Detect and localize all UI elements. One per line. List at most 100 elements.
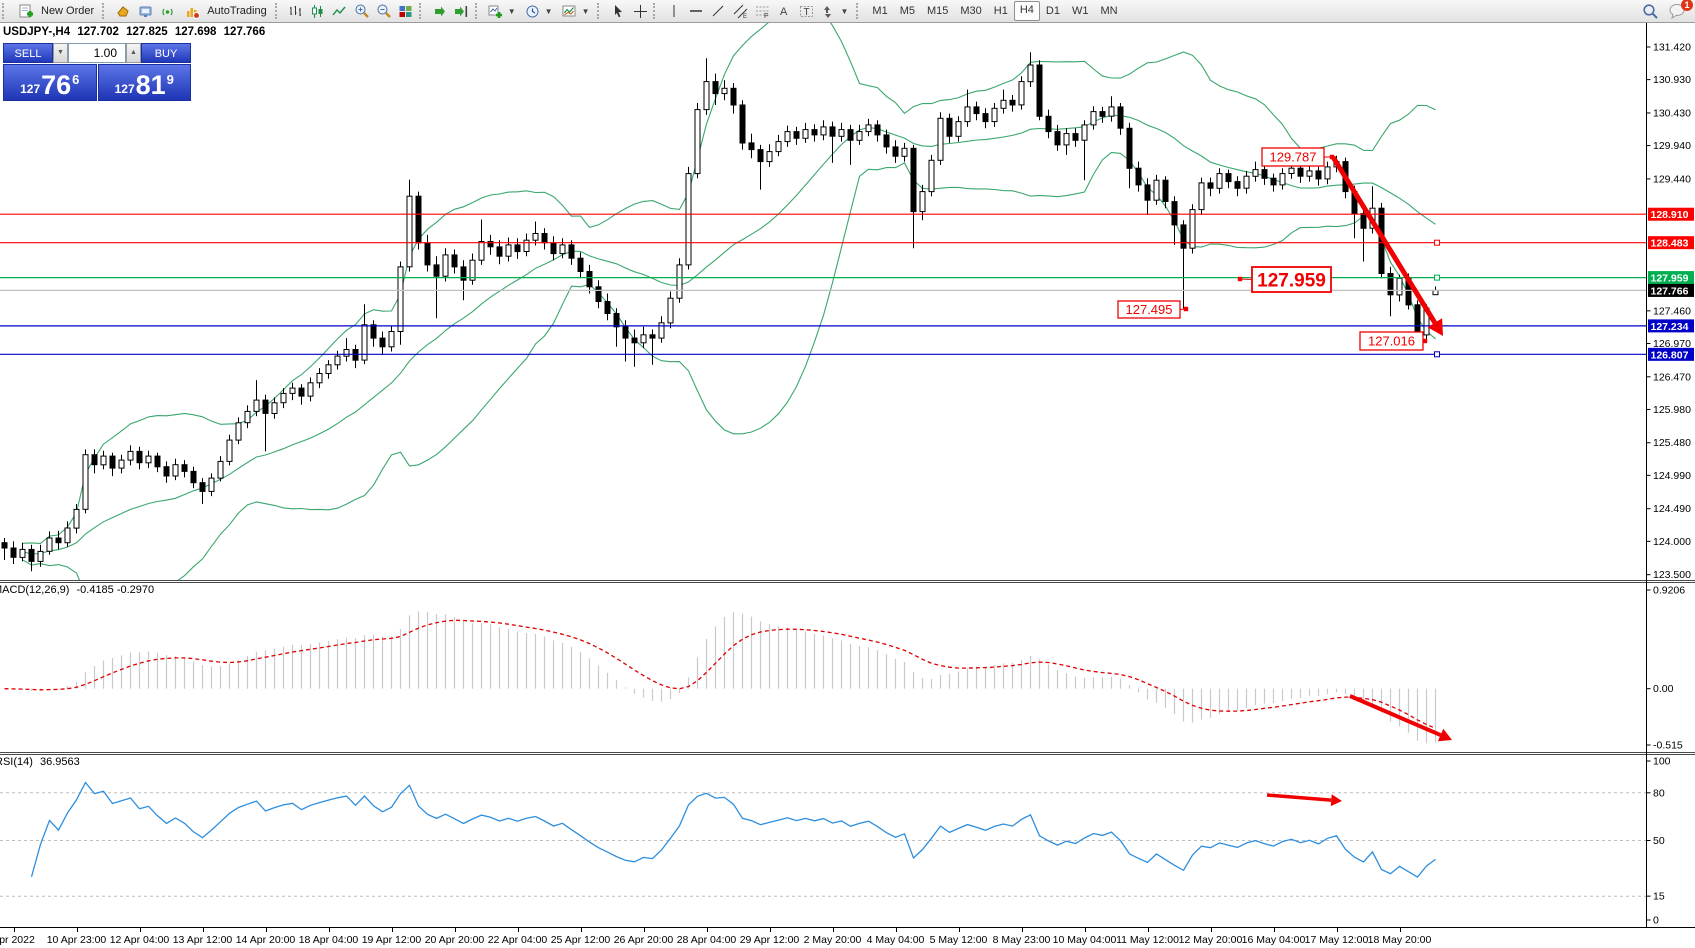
tile-windows-icon[interactable] xyxy=(395,1,417,21)
time-label: 2 May 20:00 xyxy=(803,934,862,946)
toolbar-grip[interactable] xyxy=(474,3,482,19)
macd-values: -0.4185 -0.2970 xyxy=(76,584,155,596)
zoom-in-icon[interactable] xyxy=(351,1,373,21)
bar-chart-icon[interactable] xyxy=(285,1,307,21)
time-label: 10 Apr 23:00 xyxy=(46,934,107,946)
timeframe-button-w1[interactable]: W1 xyxy=(1071,5,1089,17)
time-tick xyxy=(1336,928,1338,932)
toolbar-grip[interactable] xyxy=(418,3,426,19)
rsi-panel[interactable]: 100 80 50 15 0 xyxy=(0,752,1695,927)
volume-increase-button[interactable]: ▲ xyxy=(126,43,141,63)
timeframe-switcher: M1 M5 M15 M30 H1 H4 D1 W1 MN xyxy=(866,1,1123,21)
sell-button[interactable]: SELL xyxy=(3,43,53,63)
svg-text:-0.515: -0.515 xyxy=(1653,740,1683,752)
volume-input[interactable]: 1.00 xyxy=(68,43,126,63)
toolbar-grip[interactable] xyxy=(856,3,863,19)
toolbar-grip[interactable] xyxy=(102,3,109,19)
svg-text:124.490: 124.490 xyxy=(1653,503,1691,515)
search-button[interactable] xyxy=(1642,3,1659,20)
community-icon[interactable] xyxy=(134,1,156,21)
svg-text:0.9206: 0.9206 xyxy=(1653,585,1685,597)
symbol-period: USDJPY-,H4 xyxy=(3,26,71,38)
autotrading-label: AutoTrading xyxy=(207,5,267,17)
time-tick xyxy=(832,928,834,932)
new-order-button[interactable]: New Order xyxy=(12,1,100,21)
line-chart-icon[interactable] xyxy=(329,1,351,21)
svg-text:124.000: 124.000 xyxy=(1653,536,1691,548)
autotrading-button[interactable]: AutoTrading xyxy=(178,1,273,21)
timeframe-button-m15[interactable]: M15 xyxy=(926,5,949,17)
timeframe-button-h4[interactable]: H4 xyxy=(1013,1,1040,21)
timeframe-button-h1[interactable]: H1 xyxy=(993,5,1008,17)
vertical-line-icon[interactable] xyxy=(663,1,685,21)
fibonacci-icon[interactable]: F xyxy=(751,1,773,21)
templates-dropdown[interactable]: ▼ xyxy=(559,1,596,21)
one-click-trading-panel: SELL ▼ 1.00 ▲ BUY 127 76 6 127 81 9 xyxy=(3,43,191,101)
svg-text:0: 0 xyxy=(1653,915,1659,927)
chat-button[interactable]: 1 xyxy=(1669,0,1693,19)
chevron-down-icon: ▼ xyxy=(507,6,516,16)
annotations: 129.787 127.959 127.495 127.016 xyxy=(1117,147,1428,351)
time-label: 19 Apr 12:00 xyxy=(361,934,422,946)
crosshair-icon[interactable] xyxy=(629,1,651,21)
ask-main: 81 xyxy=(135,70,166,100)
timeframe-button-d1[interactable]: D1 xyxy=(1045,5,1060,17)
ohlc-low: 127.698 xyxy=(174,26,217,38)
market-watch-icon[interactable] xyxy=(112,1,134,21)
trendline-icon[interactable] xyxy=(707,1,729,21)
text-icon[interactable]: A xyxy=(773,1,795,21)
ask-price[interactable]: 127 81 9 xyxy=(97,64,191,101)
svg-text:129.787: 129.787 xyxy=(1270,150,1317,165)
horizontal-line-icon[interactable] xyxy=(685,1,707,21)
candles-layer xyxy=(1,52,1439,572)
volume-decrease-button[interactable]: ▼ xyxy=(53,43,68,63)
timeframe-button-m30[interactable]: M30 xyxy=(960,5,982,17)
rsi-line xyxy=(30,781,1436,878)
bid-price[interactable]: 127 76 6 xyxy=(3,64,97,101)
candlestick-chart-icon[interactable] xyxy=(307,1,329,21)
auto-scroll-icon[interactable] xyxy=(429,1,451,21)
main-toolbar: New Order xyxy=(0,0,1695,23)
svg-text:130.930: 130.930 xyxy=(1653,74,1691,86)
chart-shift-icon[interactable] xyxy=(451,1,473,21)
toolbar-grip[interactable] xyxy=(2,3,9,19)
svg-text:100: 100 xyxy=(1653,756,1671,768)
chart-title: USDJPY-,H4 127.702 127.825 127.698 127.7… xyxy=(3,26,269,38)
time-label: 29 Apr 12:00 xyxy=(739,934,800,946)
time-tick xyxy=(1399,928,1401,932)
time-label: 12 May 20:00 xyxy=(1178,934,1243,946)
time-tick xyxy=(706,928,708,932)
buy-button[interactable]: BUY xyxy=(141,43,191,63)
timeframe-button-m5[interactable]: M5 xyxy=(899,5,915,17)
ask-prefix: 127 xyxy=(114,82,135,96)
equidistant-channel-icon[interactable]: E xyxy=(729,1,751,21)
arrows-dropdown[interactable]: ▼ xyxy=(817,1,854,21)
time-tick xyxy=(1021,928,1023,932)
price-chart[interactable]: 131.420 130.930 130.430 129.940 129.440 127.4… xyxy=(0,23,1695,580)
zoom-out-icon[interactable] xyxy=(373,1,395,21)
svg-text:A: A xyxy=(780,6,788,18)
toolbar-grip[interactable] xyxy=(653,3,660,19)
svg-text:126.470: 126.470 xyxy=(1653,371,1691,383)
new-chart-dropdown[interactable]: ▼ xyxy=(485,1,522,21)
signals-icon[interactable] xyxy=(156,1,178,21)
chevron-down-icon: ▼ xyxy=(840,6,849,16)
timeframe-button-mn[interactable]: MN xyxy=(1100,5,1118,17)
periods-dropdown[interactable]: ▼ xyxy=(522,1,559,21)
cursor-icon[interactable] xyxy=(607,1,629,21)
toolbar-grip[interactable] xyxy=(274,3,282,19)
bid-prefix: 127 xyxy=(20,82,41,96)
macd-label: MACD(12,26,9) xyxy=(0,584,70,596)
macd-panel[interactable]: 0.9206 0.00 -0.515 xyxy=(0,580,1695,752)
time-label: 28 Apr 04:00 xyxy=(676,934,737,946)
time-tick xyxy=(1273,928,1275,932)
svg-text:T: T xyxy=(803,7,809,18)
bid-main: 76 xyxy=(41,70,72,100)
time-label: 26 Apr 20:00 xyxy=(613,934,674,946)
timeframe-button-m1[interactable]: M1 xyxy=(872,5,888,17)
text-label-icon[interactable]: T xyxy=(795,1,817,21)
toolbar-grip[interactable] xyxy=(597,3,604,19)
time-tick xyxy=(13,928,15,932)
time-tick xyxy=(517,928,519,932)
